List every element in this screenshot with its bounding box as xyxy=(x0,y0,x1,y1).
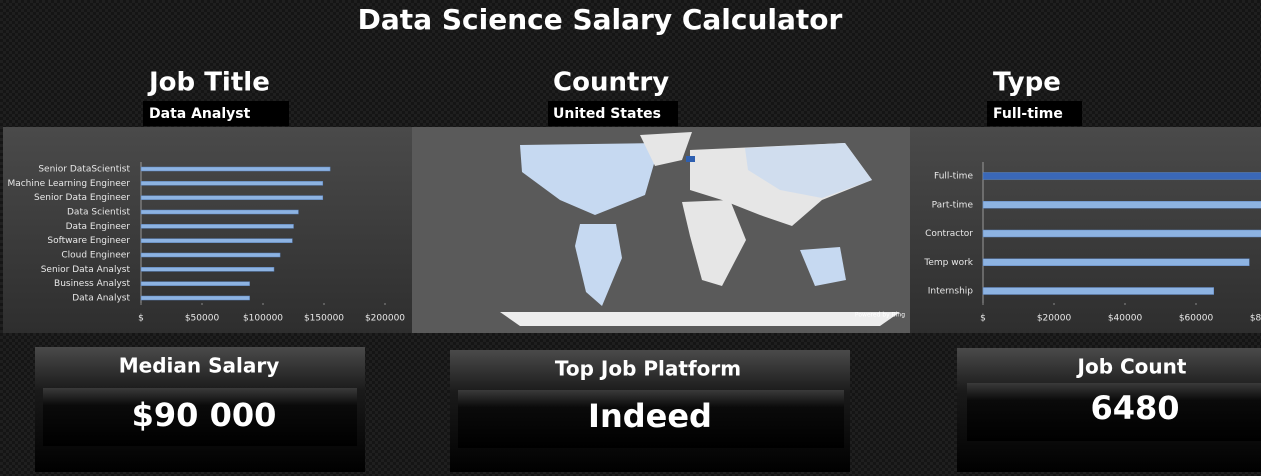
y-tick-label: Business Analyst xyxy=(54,279,130,289)
x-tick-label: $150000 xyxy=(304,314,344,324)
landmass xyxy=(800,247,846,286)
filter-label: Type xyxy=(993,68,1061,98)
landmass xyxy=(575,224,622,306)
y-tick-label: Internship xyxy=(928,287,974,297)
bar-chart: $ $20000 $40000 $60000 $80000 Full-time Part-t… xyxy=(923,162,1261,324)
bar xyxy=(982,258,1250,266)
landmass xyxy=(745,143,872,198)
x-tick-label: $50000 xyxy=(185,314,220,324)
filter-label: Country xyxy=(553,68,669,98)
y-tick-label: Cloud Engineer xyxy=(61,251,130,261)
y-tick-label: Data Engineer xyxy=(66,222,131,232)
bar xyxy=(140,224,294,229)
filter-value: United States xyxy=(553,106,661,122)
bar xyxy=(140,166,331,172)
card-inner xyxy=(43,388,357,446)
card-label: Top Job Platform xyxy=(555,357,741,381)
y-tick-label: Temp work xyxy=(923,258,973,268)
bar xyxy=(982,287,1214,295)
card-value: $90 000 xyxy=(132,396,277,434)
bar xyxy=(140,181,324,186)
card-value: Indeed xyxy=(588,397,712,435)
bar xyxy=(140,252,281,258)
y-tick-label: Data Scientist xyxy=(67,208,130,218)
bar xyxy=(140,209,299,215)
x-tick-label: $40000 xyxy=(1108,314,1143,324)
filter-box[interactable] xyxy=(143,101,289,126)
x-tick-label: $200000 xyxy=(365,314,405,324)
selected-region xyxy=(686,156,695,162)
card: Top Job Platform Indeed xyxy=(450,350,850,472)
y-tick-label: Data Analyst xyxy=(72,294,130,304)
bar xyxy=(982,229,1261,238)
card-label: Job Count xyxy=(1076,355,1187,379)
bar xyxy=(982,201,1261,209)
x-tick-label: $100000 xyxy=(243,314,283,324)
filter-box[interactable] xyxy=(987,101,1082,126)
filters: Job Title Data Analyst Country United St… xyxy=(143,68,1082,126)
map-attribution: Powered by Bing xyxy=(855,312,905,319)
filter-label: Job Title xyxy=(147,68,270,98)
x-tick-label: $ xyxy=(138,314,144,324)
map xyxy=(500,132,900,326)
filter-value: Full-time xyxy=(993,106,1063,122)
landmass xyxy=(500,312,900,326)
card: Job Count 6480 xyxy=(957,348,1261,472)
landmass xyxy=(682,200,746,286)
y-tick-label: Senior Data Analyst xyxy=(41,265,131,275)
card-label: Median Salary xyxy=(119,354,280,378)
filter-box[interactable] xyxy=(548,101,678,126)
bar xyxy=(982,172,1261,180)
bar xyxy=(140,281,250,286)
y-tick-label: Senior DataScientist xyxy=(38,165,130,175)
bar-chart: $ $50000 $100000 $150000 $200000 Senior DataS… xyxy=(7,162,405,324)
card-inner xyxy=(967,383,1261,441)
chart-panel xyxy=(3,127,412,333)
x-tick-label: $ xyxy=(980,314,986,324)
card-value: 6480 xyxy=(1090,389,1179,427)
dashboard-title: Data Science Salary Calculator xyxy=(358,3,843,36)
y-tick-label: Full-time xyxy=(934,172,973,182)
bar xyxy=(140,295,250,301)
card: Median Salary $90 000 xyxy=(35,347,365,472)
bar xyxy=(140,267,275,272)
x-tick-label: $20000 xyxy=(1037,314,1072,324)
filter-value: Data Analyst xyxy=(149,106,251,122)
y-tick-label: Software Engineer xyxy=(47,236,130,246)
y-tick-label: Machine Learning Engineer xyxy=(7,179,130,189)
landmass xyxy=(520,143,660,215)
y-tick-label: Contractor xyxy=(925,229,973,239)
y-tick-label: Part-time xyxy=(932,200,974,210)
y-tick-label: Senior Data Engineer xyxy=(34,193,130,203)
x-tick-label: $80000 xyxy=(1250,314,1261,324)
landmass xyxy=(640,132,692,166)
card-inner xyxy=(458,390,844,448)
bar xyxy=(140,195,324,200)
bar xyxy=(140,238,293,243)
x-tick-label: $60000 xyxy=(1179,314,1214,324)
